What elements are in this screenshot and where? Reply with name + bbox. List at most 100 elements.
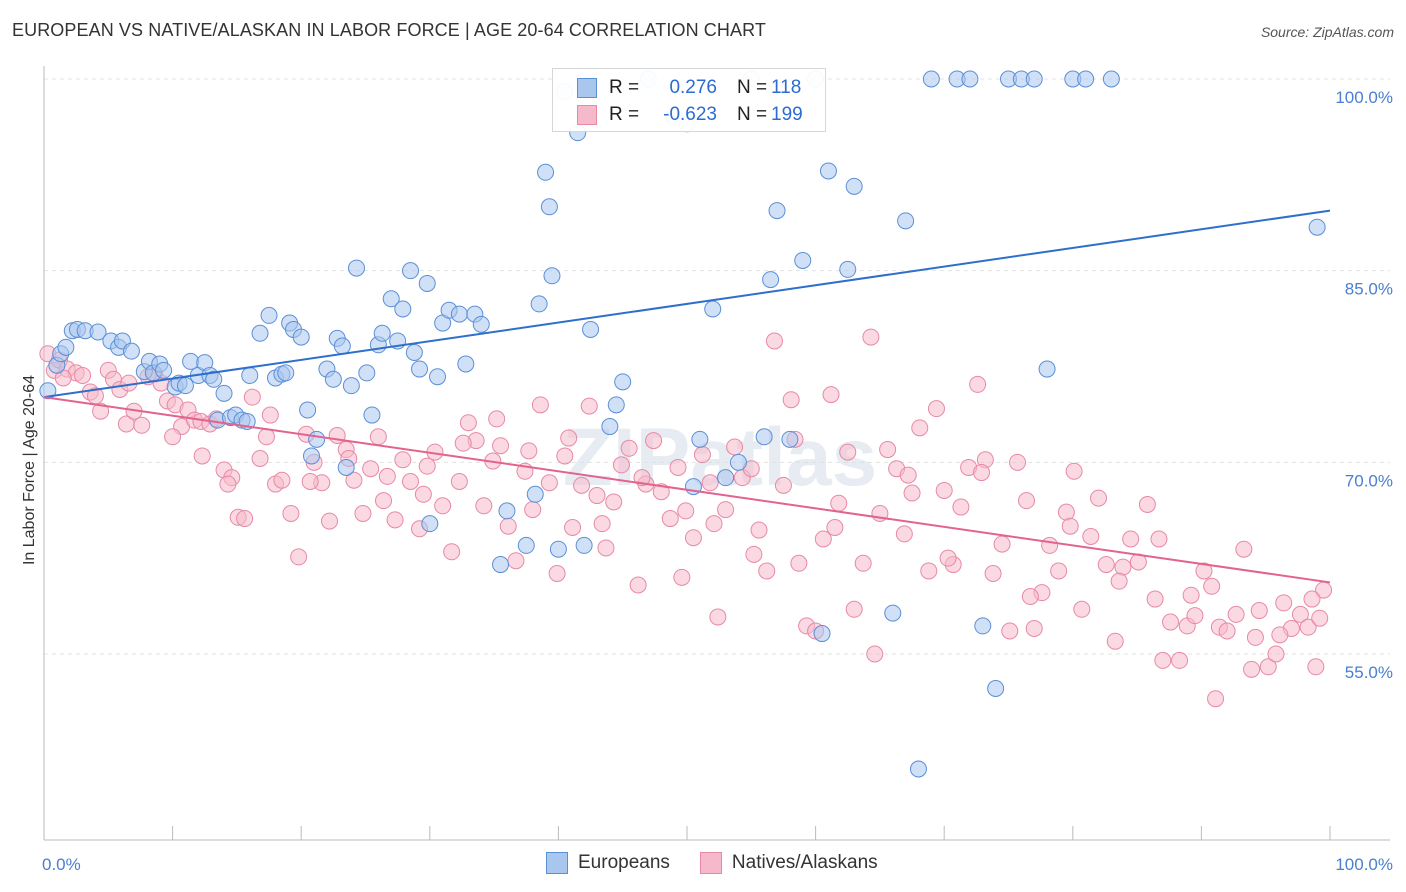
native-point bbox=[459, 414, 477, 432]
european-point bbox=[537, 163, 555, 181]
native-point bbox=[236, 510, 254, 528]
native-point bbox=[1025, 619, 1043, 637]
native-point bbox=[745, 545, 763, 563]
native-point bbox=[369, 428, 387, 446]
european-point bbox=[292, 328, 310, 346]
native-point bbox=[1171, 651, 1189, 669]
native-point bbox=[573, 476, 591, 494]
native-point bbox=[418, 457, 436, 475]
bottom-legend: Europeans Natives/Alaskans bbox=[546, 852, 908, 874]
european-point bbox=[342, 377, 360, 395]
native-point bbox=[1110, 572, 1128, 590]
native-point bbox=[652, 483, 670, 501]
european-point bbox=[333, 337, 351, 355]
native-point bbox=[1207, 690, 1225, 708]
native-point bbox=[1041, 536, 1059, 554]
native-point bbox=[434, 497, 452, 515]
native-point bbox=[597, 539, 615, 557]
y-axis-label: In Labor Force | Age 20-64 bbox=[21, 375, 38, 565]
native-point bbox=[693, 446, 711, 464]
european-point bbox=[57, 338, 75, 356]
native-point bbox=[402, 473, 420, 490]
european-point bbox=[498, 502, 516, 520]
native-point bbox=[920, 562, 938, 580]
y-tick-label: 85.0% bbox=[1345, 280, 1393, 299]
native-point bbox=[499, 517, 517, 535]
european-point bbox=[582, 320, 600, 338]
natives-legend-label: Natives/Alaskans bbox=[731, 852, 878, 873]
native-point bbox=[443, 543, 461, 561]
native-point bbox=[1154, 651, 1172, 669]
native-point bbox=[669, 458, 687, 476]
native-point bbox=[74, 366, 92, 384]
native-point bbox=[1138, 496, 1156, 513]
tick-labels: 55.0% 70.0% 85.0% 100.0% 0.0% 100.0% bbox=[42, 88, 1393, 874]
y-tick-label: 70.0% bbox=[1345, 471, 1393, 490]
native-point bbox=[1291, 605, 1309, 623]
native-point bbox=[927, 400, 945, 418]
n-label: N = bbox=[737, 104, 768, 125]
europeans-swatch bbox=[577, 78, 597, 98]
european-point bbox=[363, 406, 381, 424]
chart-title: EUROPEAN VS NATIVE/ALASKAN IN LABOR FORC… bbox=[12, 20, 766, 40]
european-point bbox=[418, 274, 436, 292]
european-point bbox=[302, 447, 320, 465]
native-point bbox=[1259, 658, 1277, 676]
european-point bbox=[845, 177, 863, 195]
native-point bbox=[257, 428, 275, 446]
native-point bbox=[1001, 622, 1019, 640]
european-point bbox=[1308, 218, 1326, 236]
native-point bbox=[1195, 562, 1213, 580]
european-point bbox=[961, 70, 979, 88]
native-point bbox=[540, 474, 558, 492]
native-point bbox=[839, 443, 857, 461]
bottom-legend-europeans: Europeans bbox=[546, 852, 670, 874]
n-label: N = bbox=[737, 77, 768, 98]
native-point bbox=[354, 504, 372, 522]
native-point bbox=[726, 438, 744, 456]
native-point bbox=[301, 473, 319, 490]
native-point bbox=[1082, 527, 1100, 545]
native-point bbox=[1275, 594, 1293, 612]
native-point bbox=[524, 501, 542, 519]
european-point bbox=[704, 300, 722, 318]
series-natives-points bbox=[39, 328, 1333, 708]
european-point bbox=[974, 617, 992, 635]
european-point bbox=[762, 271, 780, 289]
european-point bbox=[1102, 70, 1120, 88]
european-point bbox=[530, 295, 548, 313]
native-point bbox=[939, 549, 957, 567]
native-point bbox=[556, 447, 574, 465]
european-point bbox=[394, 300, 412, 318]
european-point bbox=[176, 377, 194, 395]
native-point bbox=[261, 406, 279, 424]
native-point bbox=[969, 375, 987, 393]
native-point bbox=[1057, 503, 1075, 521]
european-point bbox=[768, 202, 786, 220]
r-value: -0.623 bbox=[663, 104, 717, 125]
natives-swatch bbox=[577, 105, 597, 125]
natives-swatch bbox=[699, 852, 722, 874]
native-point bbox=[378, 467, 396, 485]
european-point bbox=[89, 323, 107, 341]
native-point bbox=[164, 428, 182, 446]
native-point bbox=[1021, 588, 1039, 605]
european-point bbox=[717, 469, 735, 487]
native-point bbox=[866, 645, 884, 663]
native-point bbox=[1303, 590, 1321, 608]
native-point bbox=[1307, 658, 1325, 676]
native-point bbox=[612, 456, 630, 474]
european-point bbox=[205, 370, 223, 388]
native-point bbox=[684, 529, 702, 547]
european-point bbox=[241, 366, 259, 384]
native-point bbox=[705, 515, 723, 533]
r-label: R = bbox=[609, 104, 640, 125]
native-point bbox=[1073, 600, 1091, 618]
native-point bbox=[219, 475, 237, 493]
european-point bbox=[922, 70, 940, 88]
native-point bbox=[1267, 645, 1285, 663]
native-point bbox=[560, 429, 578, 447]
native-point bbox=[1250, 602, 1268, 620]
european-point bbox=[405, 343, 423, 361]
native-point bbox=[1050, 562, 1068, 580]
